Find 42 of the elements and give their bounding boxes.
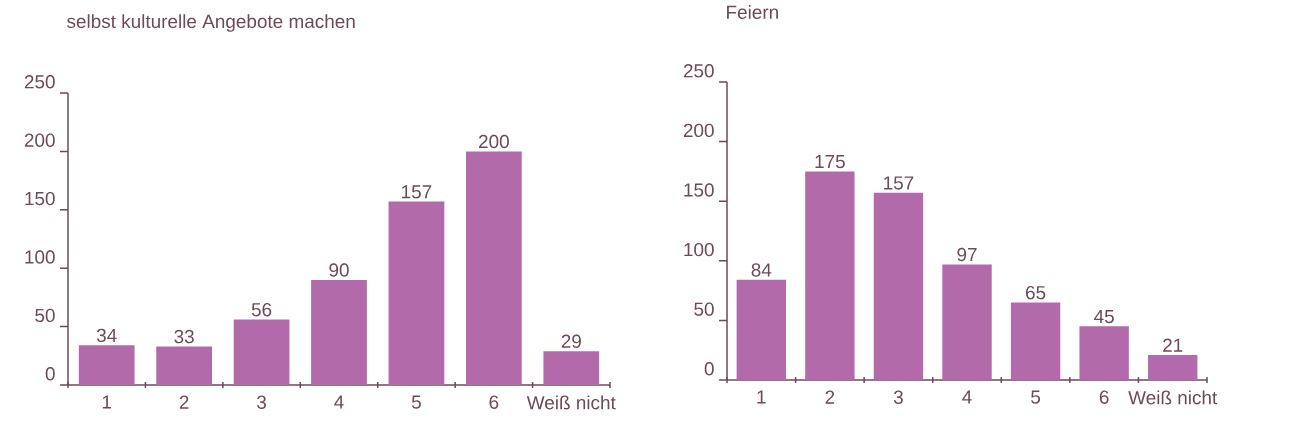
- data-label: 175: [815, 155, 845, 169]
- y-tick-label: 250: [24, 75, 55, 89]
- data-label: 45: [1094, 309, 1114, 324]
- y-tick-label: 50: [35, 308, 55, 323]
- x-tick-label: Weiß nicht: [1128, 390, 1218, 405]
- y-tick-label: 100: [25, 250, 55, 264]
- data-label: 97: [957, 247, 977, 262]
- x-tick-label: 5: [411, 395, 421, 409]
- data-label: 90: [329, 263, 349, 277]
- x-tick-label: Weiß nicht: [526, 395, 616, 410]
- data-label: 21: [1163, 338, 1183, 352]
- data-label: 33: [174, 329, 194, 344]
- chart-title: Feiern: [727, 5, 778, 19]
- x-tick-label: 6: [1099, 390, 1109, 404]
- y-tick-label: 200: [24, 133, 55, 147]
- x-tick-label: 3: [893, 390, 903, 404]
- data-label: 157: [402, 185, 432, 199]
- x-tick-label: 5: [1031, 390, 1041, 404]
- x-tick-label: 2: [825, 390, 835, 404]
- x-tick-label: 1: [102, 395, 112, 409]
- x-tick-label: 4: [962, 390, 972, 404]
- y-tick-label: 0: [45, 367, 55, 381]
- y-tick-label: 150: [25, 191, 55, 206]
- y-tick-label: 250: [683, 64, 714, 78]
- y-tick-label: 200: [683, 123, 714, 138]
- data-label: 157: [884, 176, 914, 190]
- y-tick-label: 0: [704, 362, 714, 376]
- y-tick-label: 150: [684, 183, 714, 197]
- data-label: 34: [96, 328, 117, 343]
- x-tick-label: 6: [489, 395, 499, 409]
- y-tick-label: 50: [694, 302, 714, 316]
- x-tick-label: 1: [757, 390, 766, 404]
- x-tick-label: 3: [257, 395, 266, 409]
- data-label: 65: [1026, 285, 1046, 300]
- x-tick-label: 4: [334, 395, 344, 409]
- x-tick-label: 2: [179, 395, 189, 409]
- y-tick-label: 100: [684, 242, 714, 257]
- chart-title: selbst kulturelle Angebote machen: [67, 14, 355, 32]
- data-label: 56: [251, 303, 272, 317]
- data-label: 84: [751, 263, 772, 277]
- data-label: 200: [479, 134, 509, 149]
- data-label: 29: [561, 334, 581, 348]
